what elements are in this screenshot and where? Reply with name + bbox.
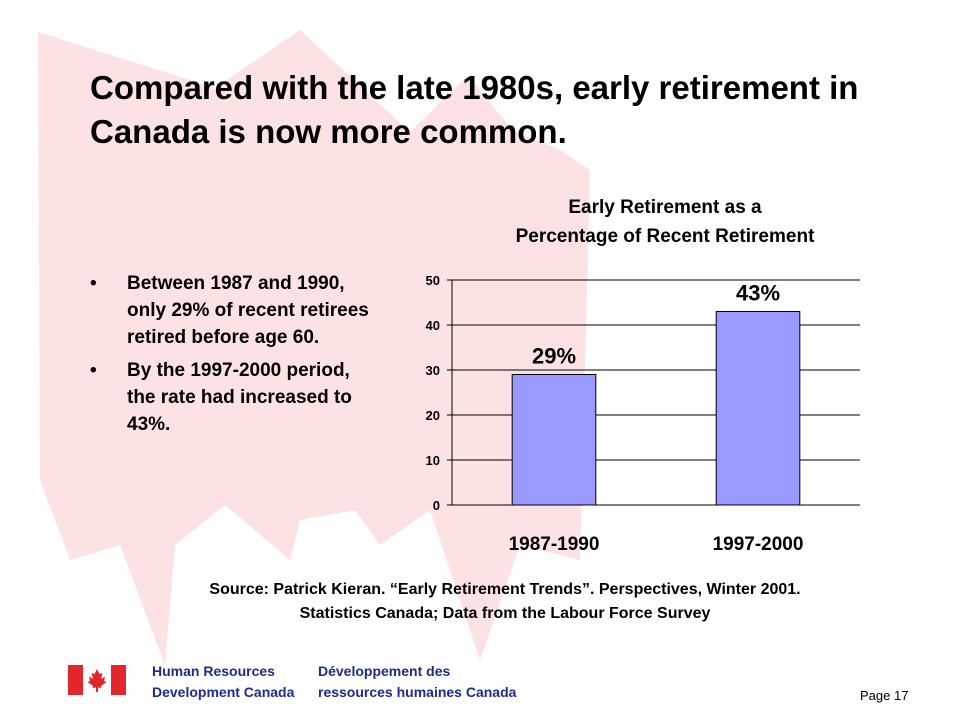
x-tick-label: 1987-1990 — [509, 534, 600, 555]
y-tick-label: 50 — [426, 273, 440, 288]
x-tick-label: 1997-2000 — [713, 534, 804, 555]
bullet-dot: • — [90, 273, 97, 294]
y-tick-label: 0 — [433, 498, 440, 513]
bullet-list: • Between 1987 and 1990, only 29% of rec… — [90, 270, 380, 444]
bar — [715, 311, 801, 506]
org-name-french: Développement des ressources humaines Ca… — [318, 661, 516, 703]
bullet-item: • Between 1987 and 1990, only 29% of rec… — [90, 270, 380, 351]
bullet-text: Between 1987 and 1990, only 29% of recen… — [127, 273, 369, 348]
slide-title: Compared with the late 1980s, early reti… — [90, 69, 859, 150]
y-tick-label: 40 — [426, 318, 440, 333]
bullet-item: • By the 1997-2000 period, the rate had … — [90, 357, 380, 438]
maple-leaf-shape — [38, 30, 590, 665]
canada-flag-icon — [68, 665, 126, 695]
y-tick-label: 10 — [426, 453, 440, 468]
data-label: 29% — [532, 344, 576, 369]
org-name-line: Développement des — [318, 663, 451, 679]
y-tick-label: 30 — [426, 363, 440, 378]
org-name-line: ressources humaines Canada — [318, 684, 517, 700]
chart-title: Early Retirement as a Percentage of Rece… — [430, 193, 900, 251]
bullet-text: By the 1997-2000 period, the rate had in… — [127, 360, 352, 435]
data-label: 43% — [736, 281, 780, 306]
source-line: Source: Patrick Kieran. “Early Retiremen… — [209, 581, 801, 598]
chart-title-line: Early Retirement as a — [568, 197, 762, 218]
source-line: Statistics Canada; Data from the Labour … — [299, 605, 711, 622]
y-tick-label: 20 — [426, 408, 440, 423]
bullet-dot: • — [90, 360, 97, 381]
page-number: Page 17 — [860, 688, 909, 703]
org-name-english: Human Resources Development Canada — [152, 661, 294, 703]
bar — [511, 374, 597, 506]
bar-chart: 0 10 20 30 40 50 29% 1987-1990 43% 1997-2000 — [426, 273, 860, 555]
org-name-line: Development Canada — [152, 684, 295, 700]
org-name-line: Human Resources — [152, 663, 275, 679]
chart-title-line: Percentage of Recent Retirement — [515, 226, 815, 247]
source-citation: Source: Patrick Kieran. “Early Retiremen… — [100, 578, 910, 626]
